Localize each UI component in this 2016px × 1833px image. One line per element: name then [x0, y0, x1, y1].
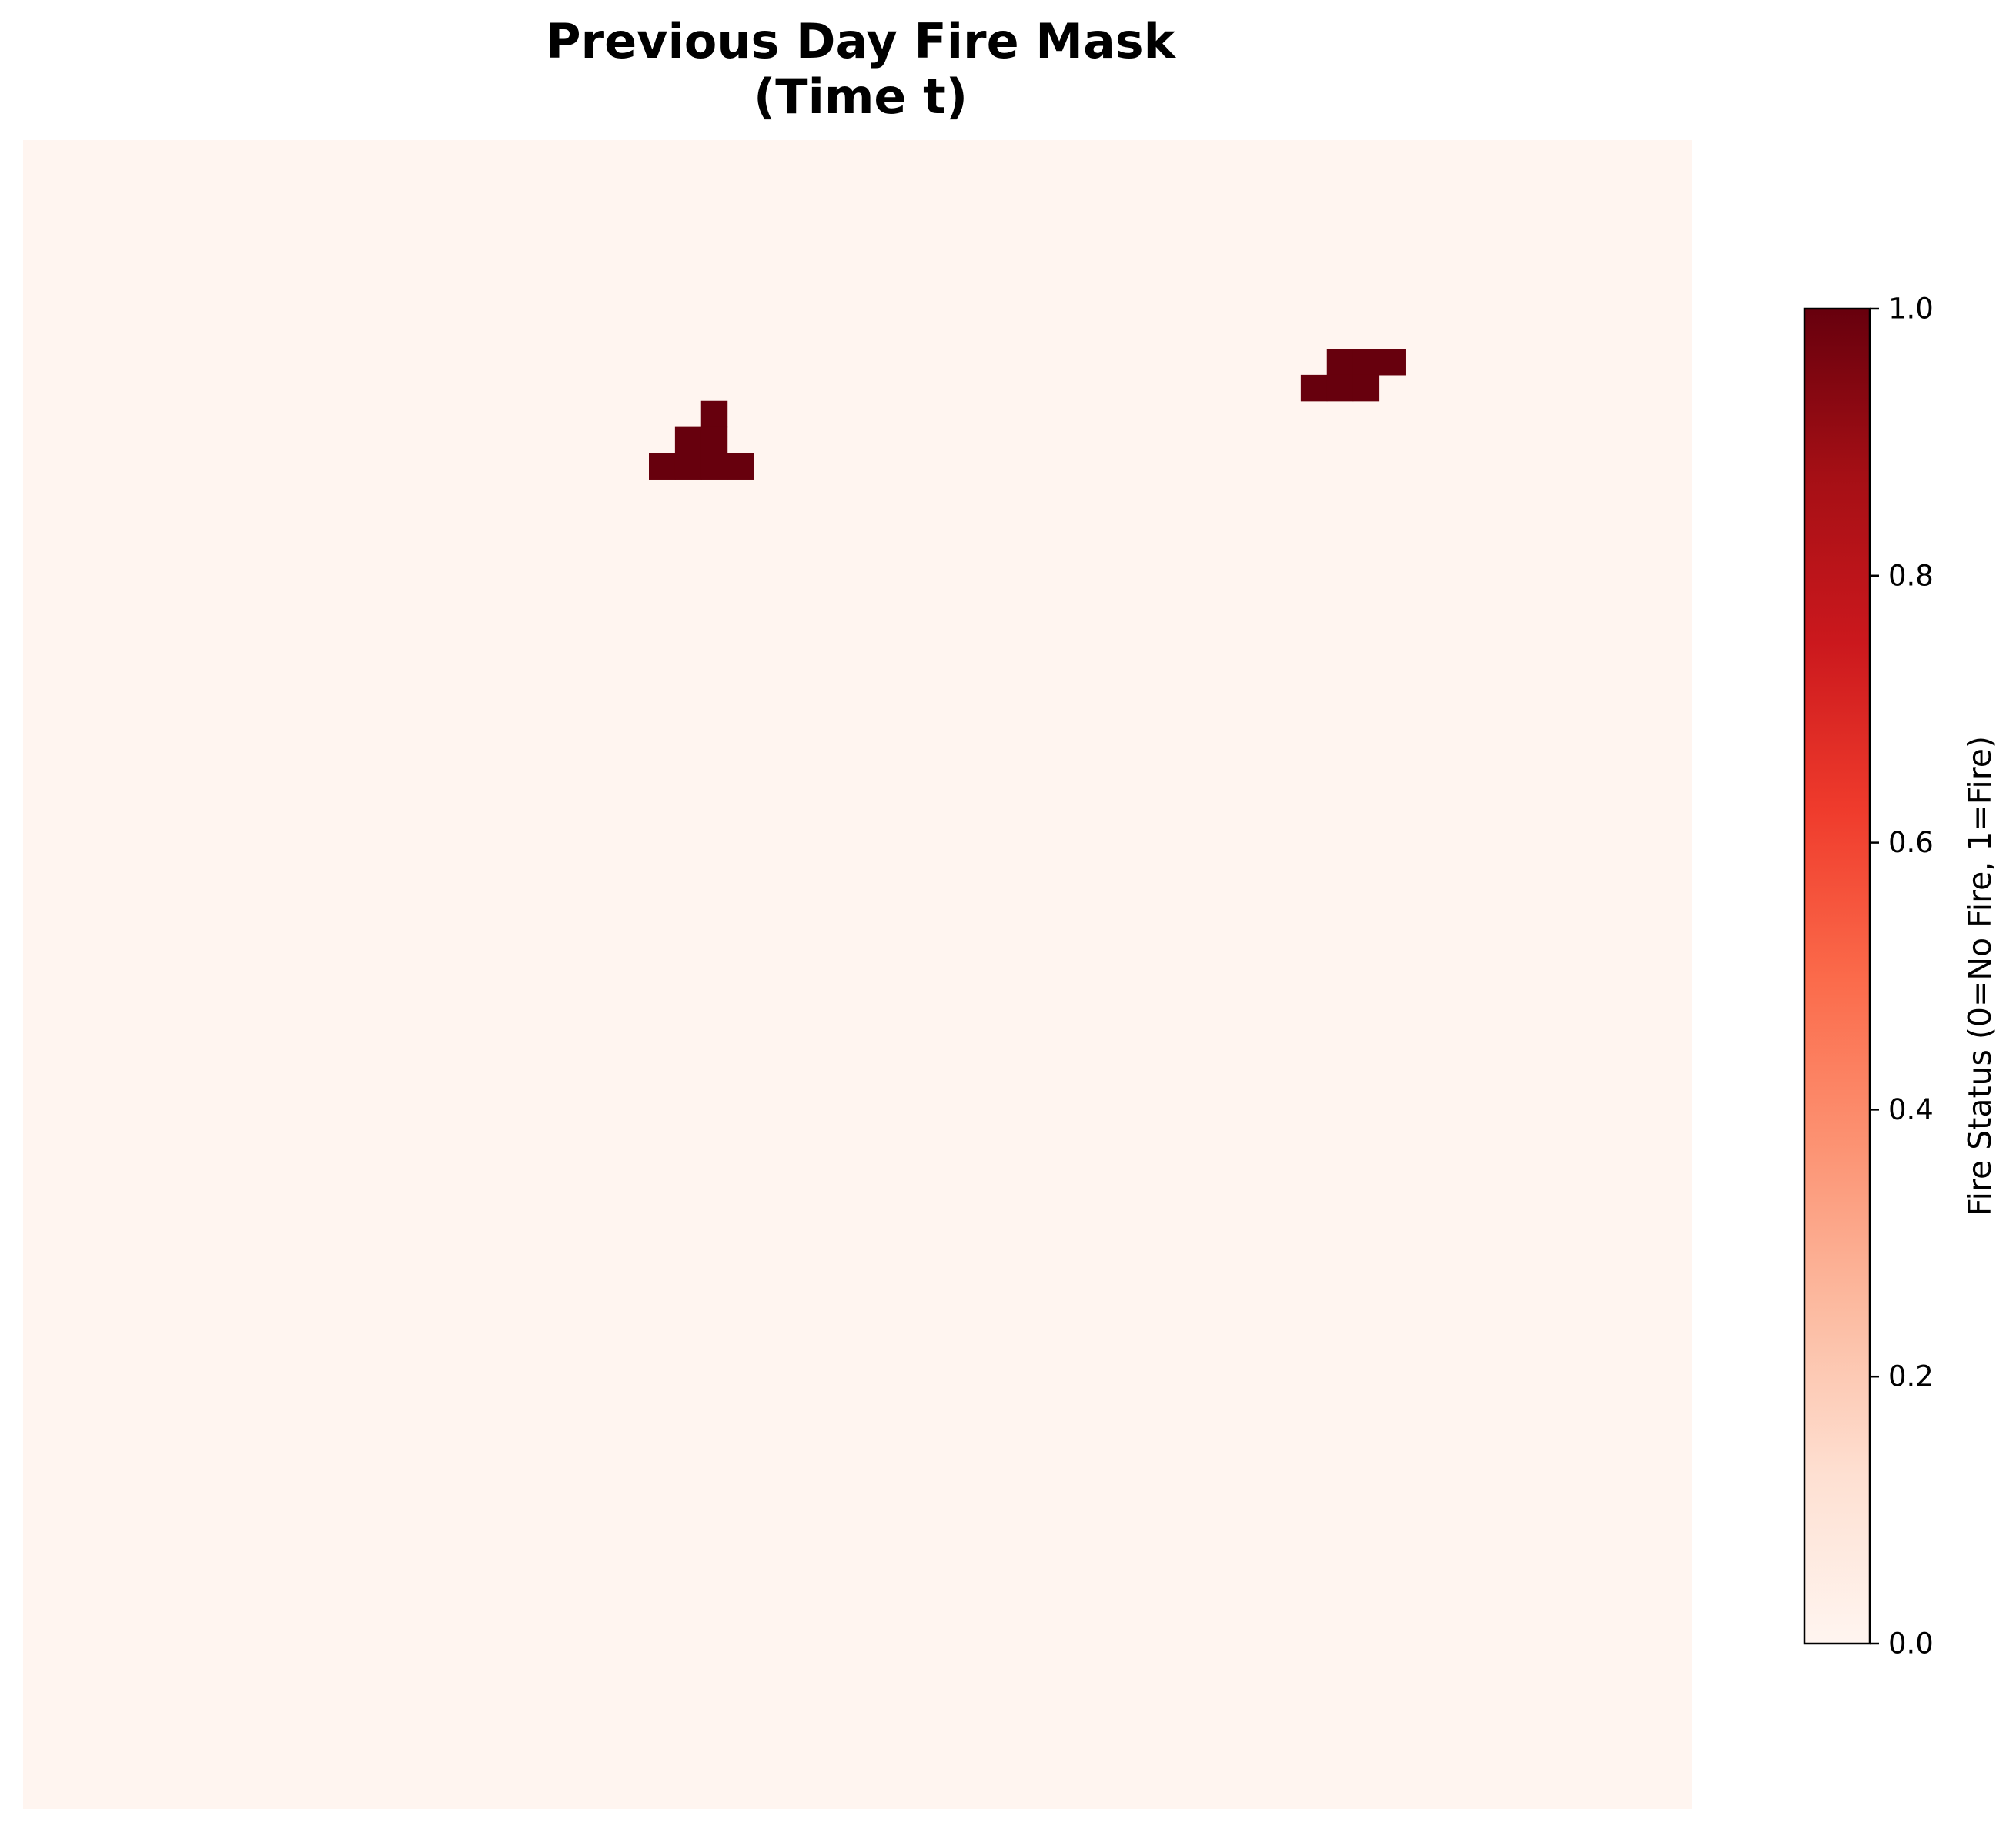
colorbar-gradient — [1803, 307, 1871, 1645]
fire-cell-9 — [649, 453, 676, 480]
heatmap-plot-area — [23, 140, 1692, 1809]
chart-title-line-1: Previous Day Fire Mask — [546, 13, 1175, 69]
fire-cell-1 — [1352, 349, 1380, 376]
fire-cell-6 — [700, 400, 728, 428]
colorbar-tick-label-1: 0.2 — [1888, 1360, 1934, 1393]
fire-cell-5 — [1352, 374, 1380, 402]
fire-cell-8 — [700, 426, 728, 454]
colorbar-label: Fire Status (0=No Fire, 1=Fire) — [1961, 736, 1998, 1216]
chart-title: Previous Day Fire Mask (Time t) — [23, 14, 1698, 125]
fire-cell-11 — [700, 453, 728, 480]
fire-cell-7 — [674, 426, 702, 454]
fire-cell-2 — [1379, 349, 1406, 376]
fire-cell-0 — [1326, 349, 1354, 376]
colorbar-tick-label-0: 0.0 — [1888, 1627, 1934, 1661]
colorbar-tick-label-3: 0.6 — [1888, 826, 1934, 859]
fire-cell-12 — [727, 453, 754, 480]
colorbar-tick-label-2: 0.4 — [1888, 1093, 1934, 1126]
fire-cell-3 — [1300, 374, 1328, 402]
chart-title-line-2: (Time t) — [753, 69, 968, 125]
colorbar-tick-label-5: 1.0 — [1888, 293, 1934, 326]
fire-cell-10 — [674, 453, 702, 480]
heatmap-background — [23, 140, 1692, 1809]
fire-cell-4 — [1326, 374, 1354, 402]
colorbar: 0.0 0.2 0.4 0.6 0.8 1.0 Fire Status (0=No Fire… — [1803, 293, 1998, 1661]
colorbar-tick-label-4: 0.8 — [1888, 559, 1934, 592]
